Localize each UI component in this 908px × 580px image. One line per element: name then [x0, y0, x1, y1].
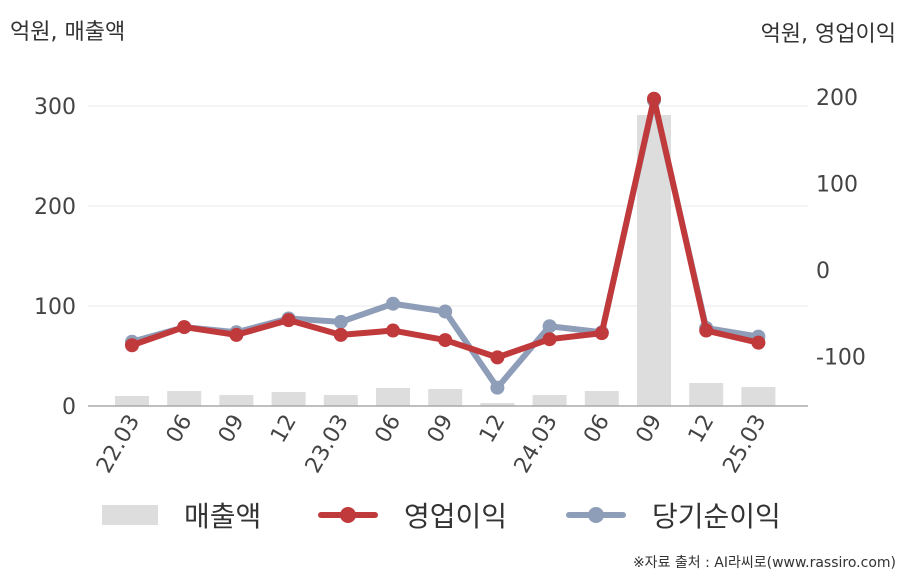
sales-bar	[428, 389, 463, 406]
legend-label-net-income: 당기순이익	[652, 500, 781, 533]
sales-bar	[115, 396, 149, 406]
net-income-point	[438, 304, 453, 319]
operating-profit-point	[177, 320, 192, 335]
x-tick-label: 23.03	[301, 411, 354, 478]
net-income-point	[542, 319, 557, 334]
sales-bar	[532, 395, 567, 406]
legend: 매출액 영업이익 당기순이익	[0, 490, 908, 540]
legend-label-sales: 매출액	[184, 500, 262, 533]
sales-bar	[219, 395, 254, 406]
source-note: ※자료 출처 : AI라씨로(www.rassiro.com)	[632, 555, 896, 571]
x-tick-label: 09	[632, 411, 668, 448]
sales-swatch-icon	[102, 505, 158, 525]
x-tick-label: 09	[214, 411, 250, 448]
operating-profit-swatch-icon	[318, 502, 378, 528]
x-tick-label: 06	[579, 411, 615, 448]
net-income-swatch-icon	[566, 502, 626, 528]
left-tick-label: 300	[34, 95, 76, 120]
profit-lines	[125, 91, 766, 395]
sales-bars	[115, 115, 776, 406]
legend-item-operating-profit: 영업이익	[318, 490, 507, 540]
operating-profit-point	[386, 323, 400, 338]
right-tick-label: -100	[816, 346, 866, 371]
operating-profit-point	[699, 323, 714, 338]
legend-item-sales: 매출액	[102, 490, 261, 540]
operating-profit-point	[125, 338, 139, 353]
x-tick-label: 12	[266, 411, 302, 448]
operating-profit-point	[229, 327, 244, 342]
operating-profit-point	[281, 313, 296, 328]
right-axis-unit-label: 억원, 영업이익	[760, 22, 896, 47]
operating-profit-point	[594, 326, 609, 341]
net-income-point	[386, 296, 400, 311]
sales-bar	[741, 387, 776, 406]
legend-label-operating-profit: 영업이익	[404, 500, 508, 533]
x-tick-label: 06	[162, 411, 198, 448]
sales-bar	[689, 383, 724, 406]
operating-profit-point	[490, 350, 505, 365]
operating-profit-point	[438, 333, 453, 348]
operating-profit-point	[751, 335, 766, 350]
right-tick-label: 100	[816, 173, 858, 198]
legend-item-net-income: 당기순이익	[566, 490, 781, 540]
sales-bar	[323, 395, 358, 406]
x-tick-label: 12	[684, 411, 720, 448]
left-tick-label: 0	[62, 395, 76, 420]
left-tick-label: 100	[34, 295, 76, 320]
right-tick-label: 0	[816, 259, 830, 284]
net-income-point	[490, 380, 505, 395]
sales-bar	[480, 403, 515, 406]
gridlines	[88, 105, 808, 307]
operating-profit-point	[647, 91, 661, 106]
operating-profit-point	[542, 332, 557, 347]
x-tick-label: 06	[371, 411, 407, 448]
operating-profit-point	[333, 327, 348, 342]
x-tick-label: 24.03	[510, 411, 563, 478]
left-tick-label: 200	[34, 195, 76, 220]
net-income-point	[333, 314, 348, 329]
sales-bar	[271, 392, 306, 406]
left-axis-unit-label: 억원, 매출액	[10, 20, 126, 45]
sales-bar	[167, 391, 202, 406]
x-tick-label: 25.03	[718, 411, 771, 478]
sales-bar	[584, 391, 619, 406]
x-tick-label: 22.03	[92, 411, 145, 478]
right-tick-label: 200	[816, 86, 858, 111]
x-tick-label: 09	[423, 411, 459, 448]
x-tick-label: 12	[475, 411, 511, 448]
sales-bar	[376, 388, 410, 406]
